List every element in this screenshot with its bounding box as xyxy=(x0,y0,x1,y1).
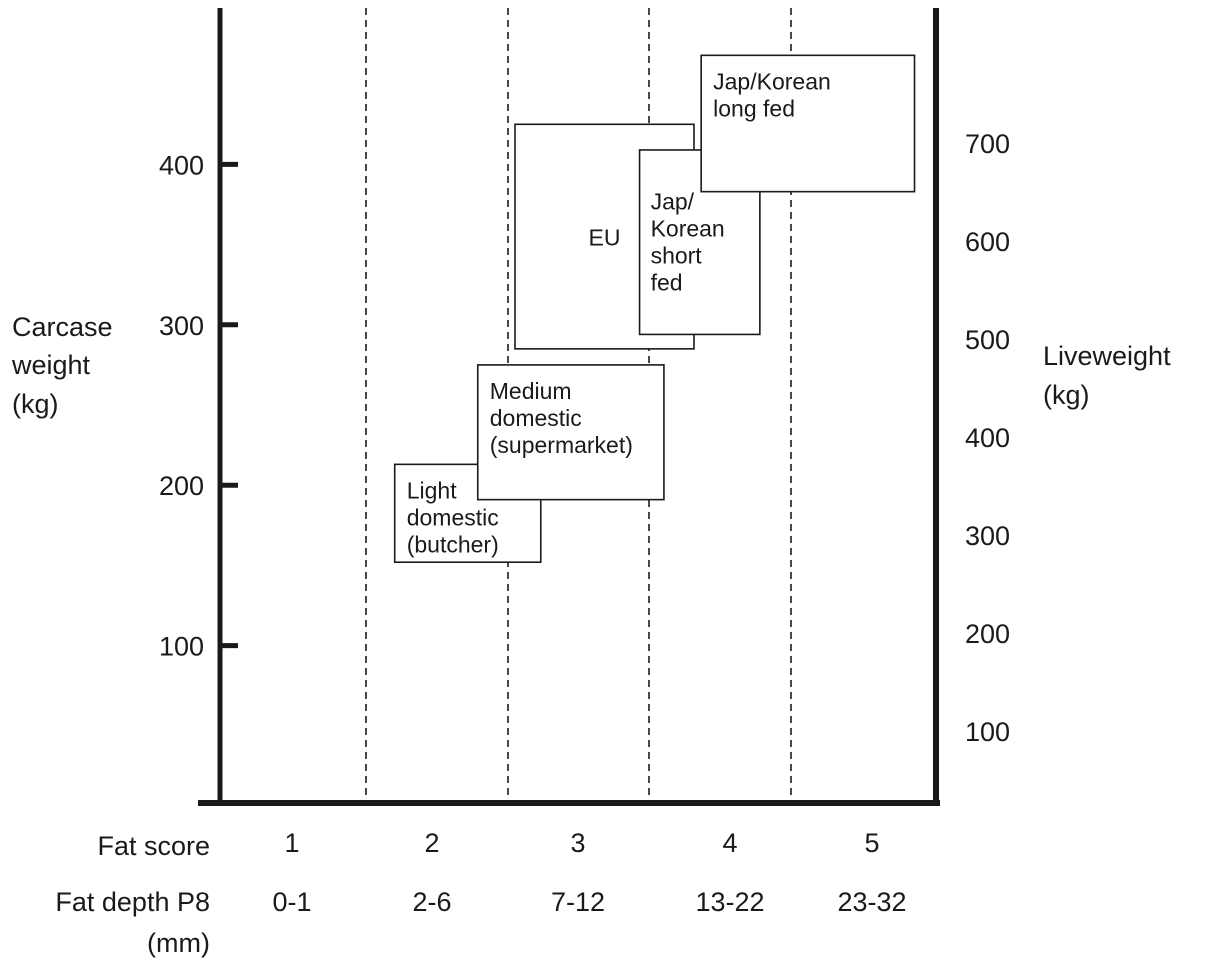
fat-score-value: 1 xyxy=(284,828,299,858)
left-axis-title: Carcase weight (kg) xyxy=(11,312,113,419)
region-label-line: domestic xyxy=(407,504,499,530)
left-axis-ticks: 100 200 300 400 xyxy=(159,150,238,662)
right-tick-label: 200 xyxy=(965,619,1010,649)
region-label-line: EU xyxy=(589,225,621,251)
region-label-line: short xyxy=(651,243,703,269)
right-axis-ticks: 100 200 300 400 500 600 700 xyxy=(965,129,1010,747)
right-tick-label: 700 xyxy=(965,129,1010,159)
region-box xyxy=(476,364,665,501)
fat-score-value: 4 xyxy=(722,828,737,858)
market-regions: Lightdomestic(butcher)Mediumdomestic(sup… xyxy=(393,54,916,563)
region-label-line: long fed xyxy=(713,95,795,121)
fat-depth-value: 7-12 xyxy=(551,887,605,917)
right-tick-label: 400 xyxy=(965,423,1010,453)
right-axis-title-line: Liveweight xyxy=(1043,341,1171,371)
fat-score-row-label: Fat score xyxy=(97,831,210,861)
left-axis-title-line: Carcase xyxy=(12,312,113,342)
left-axis-title-line: (kg) xyxy=(12,389,59,419)
region-label-line: (supermarket) xyxy=(490,432,633,458)
fat-score-value: 5 xyxy=(864,828,879,858)
left-tick-label: 100 xyxy=(159,632,204,662)
region-label-line: Jap/ xyxy=(651,189,695,215)
region-label-line: fed xyxy=(651,270,683,296)
fat-score-value: 2 xyxy=(424,828,439,858)
right-tick-label: 500 xyxy=(965,325,1010,355)
fat-depth-value: 2-6 xyxy=(412,887,451,917)
fat-depth-value: 0-1 xyxy=(272,887,311,917)
region-label-line: Korean xyxy=(651,216,725,242)
region-label-line: (butcher) xyxy=(407,531,499,557)
x-axis-labels: Fat score Fat depth P8 (mm) 1 0-1 2 2-6 3 7-12 4 1… xyxy=(55,828,906,958)
region-box xyxy=(700,54,916,193)
left-tick-label: 400 xyxy=(159,150,204,180)
region-label-line: Jap/Korean xyxy=(713,68,831,94)
region-label-line: domestic xyxy=(490,405,582,431)
right-axis-title-line: (kg) xyxy=(1043,380,1090,410)
fat-depth-value: 13-22 xyxy=(695,887,764,917)
fat-depth-value: 23-32 xyxy=(837,887,906,917)
right-tick-label: 600 xyxy=(965,227,1010,257)
left-tick-label: 300 xyxy=(159,311,204,341)
right-tick-label: 100 xyxy=(965,717,1010,747)
region-label-line: Light xyxy=(407,477,457,503)
left-axis-title-line: weight xyxy=(11,350,91,380)
right-tick-label: 300 xyxy=(965,521,1010,551)
axes xyxy=(198,8,940,806)
left-tick-label: 200 xyxy=(159,471,204,501)
region-label-line: Medium xyxy=(490,378,572,404)
fat-depth-row-label: Fat depth P8 xyxy=(55,887,210,917)
fat-score-value: 3 xyxy=(570,828,585,858)
fat-depth-unit-label: (mm) xyxy=(147,928,210,958)
right-axis-title: Liveweight (kg) xyxy=(1043,341,1171,410)
